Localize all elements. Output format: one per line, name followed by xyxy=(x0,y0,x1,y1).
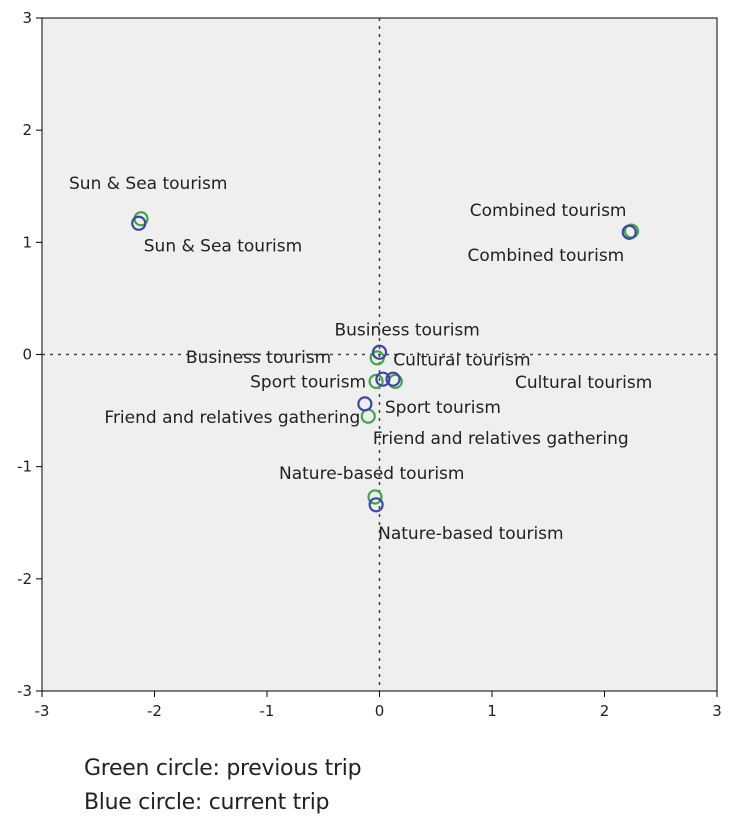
legend-current-trip: Blue circle: current trip xyxy=(84,790,330,815)
point-label: Nature-based tourism xyxy=(378,524,563,544)
point-label: Combined tourism xyxy=(470,201,627,221)
point-label: Friend and relatives gathering xyxy=(373,429,629,449)
x-tick-label: 1 xyxy=(487,702,497,720)
x-tick-label: -1 xyxy=(260,702,275,720)
point-label: Business tourism xyxy=(186,348,331,368)
y-tick-label: 2 xyxy=(22,121,32,139)
y-tick-label: 0 xyxy=(22,346,32,364)
x-tick-label: -3 xyxy=(35,702,50,720)
x-tick-label: 2 xyxy=(600,702,610,720)
data-point xyxy=(131,215,147,231)
biplot-chart: -3 -2 -1 0 1 2 3 -3 -2 -1 0 1 2 3 Sun & Sea tourism Co… xyxy=(17,9,722,720)
y-tick-label: -2 xyxy=(17,570,32,588)
point-label: Friend and relatives gathering xyxy=(104,408,360,428)
data-point xyxy=(371,344,388,360)
y-tick-label: -1 xyxy=(17,458,32,476)
data-point xyxy=(368,497,384,513)
data-point xyxy=(357,396,373,412)
y-tick-label: 3 xyxy=(22,9,32,27)
x-tick-label: 0 xyxy=(375,702,385,720)
data-point xyxy=(385,371,401,387)
y-tick-label: -3 xyxy=(17,682,32,700)
point-label: Sport tourism xyxy=(385,398,501,418)
point-label: Sun & Sea tourism xyxy=(144,236,302,256)
data-point xyxy=(375,371,391,387)
data-point xyxy=(367,489,383,505)
data-marks xyxy=(131,211,640,513)
point-labels: Sun & Sea tourism Combined tourism Busines… xyxy=(69,174,652,544)
data-point xyxy=(368,373,384,390)
point-label: Combined tourism xyxy=(468,246,625,266)
point-label: Nature-based tourism xyxy=(279,464,464,484)
point-label: Business tourism xyxy=(335,320,480,340)
axis-ticks: -3 -2 -1 0 1 2 3 -3 -2 -1 0 1 2 3 xyxy=(17,9,722,720)
x-tick-label: -2 xyxy=(147,702,162,720)
point-label: Sun & Sea tourism xyxy=(69,174,227,194)
x-tick-label: 3 xyxy=(712,702,722,720)
point-label: Cultural tourism xyxy=(515,373,652,393)
y-tick-label: 1 xyxy=(22,233,32,251)
legend-previous-trip: Green circle: previous trip xyxy=(84,756,362,781)
point-label: Sport tourism xyxy=(250,372,366,392)
data-point xyxy=(621,224,637,240)
point-label: Cultural tourism xyxy=(393,350,530,370)
